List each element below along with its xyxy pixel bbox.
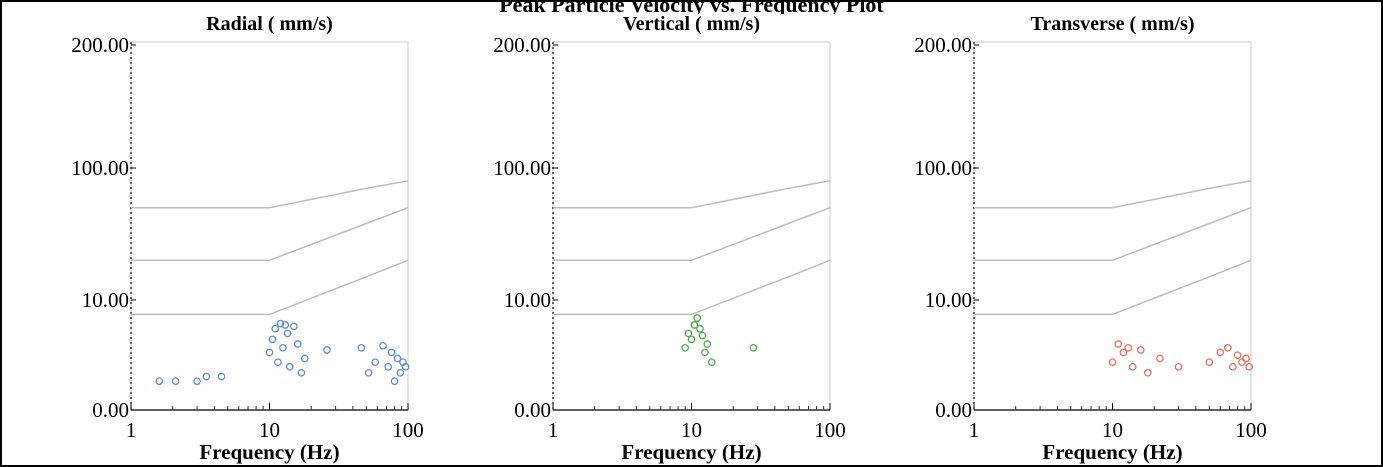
reference-curve-3 — [553, 259, 831, 316]
y-tick-label: 200.00 — [914, 33, 972, 57]
data-point — [1205, 358, 1214, 367]
data-point — [1174, 362, 1183, 371]
data-point — [297, 368, 306, 377]
panel-title-2: Vertical ( mm/s) — [623, 13, 760, 35]
reference-curve-3 — [131, 259, 409, 316]
data-point — [707, 358, 716, 367]
data-point — [323, 346, 331, 354]
y-tick-label: 100.00 — [71, 156, 129, 180]
reference-curve-2 — [553, 206, 831, 262]
panel-title-3: Transverse ( mm/s) — [1030, 13, 1194, 35]
panel-title-1: Radial ( mm/s) — [206, 13, 333, 35]
data-point — [384, 362, 393, 371]
data-point — [265, 348, 274, 357]
data-point — [1233, 351, 1242, 360]
data-point — [701, 348, 709, 357]
data-point — [202, 372, 211, 381]
data-point — [696, 324, 704, 333]
data-point — [698, 331, 707, 340]
x-tick-label: 100 — [1235, 418, 1267, 442]
reference-curve-2 — [131, 206, 409, 262]
data-point — [1216, 348, 1225, 357]
data-point — [401, 362, 410, 371]
data-point — [276, 319, 285, 328]
data-point — [274, 358, 282, 367]
data-point — [687, 335, 696, 344]
data-point — [749, 343, 758, 352]
y-tick-label: 0.00 — [514, 398, 551, 422]
data-point — [301, 354, 309, 363]
data-point — [693, 314, 702, 322]
data-point — [371, 358, 380, 367]
reference-curve-2 — [974, 206, 1252, 262]
data-point — [690, 321, 699, 329]
data-point — [387, 348, 396, 357]
data-point — [1238, 358, 1246, 367]
x-tick-label: 100 — [814, 418, 846, 442]
data-point — [155, 377, 164, 386]
reference-curve-1 — [553, 180, 831, 209]
data-point — [279, 343, 287, 352]
x-axis-label-3: Frequency (Hz) — [1042, 440, 1182, 464]
y-tick-label: 200.00 — [71, 33, 129, 57]
x-tick-label: 10 — [1102, 418, 1123, 442]
y-tick-label: 10.00 — [925, 288, 972, 312]
data-point — [1223, 343, 1232, 352]
data-point — [1108, 358, 1117, 367]
data-point — [290, 322, 298, 331]
plot-area-3 — [973, 41, 1252, 411]
x-axis-label-2: Frequency (Hz) — [621, 440, 761, 464]
data-point — [193, 377, 201, 386]
y-tick-label: 0.00 — [935, 398, 972, 422]
data-point — [393, 354, 402, 363]
y-tick-label: 0.00 — [92, 398, 129, 422]
data-point — [379, 341, 387, 350]
data-point — [396, 368, 405, 377]
data-point — [1229, 362, 1237, 371]
x-tick-label: 10 — [259, 418, 280, 442]
x-tick-label: 1 — [126, 418, 137, 442]
data-point — [364, 368, 373, 377]
reference-curve-3 — [974, 259, 1252, 316]
y-tick-label: 100.00 — [914, 156, 972, 180]
main-title: Peak Particle Velocity vs. Frequency Plo… — [499, 0, 884, 14]
data-point — [1144, 368, 1152, 377]
data-point — [293, 340, 302, 348]
data-point — [268, 335, 277, 344]
data-point — [390, 377, 399, 386]
data-point — [285, 362, 294, 371]
data-point — [681, 343, 690, 352]
data-point — [1245, 362, 1254, 371]
data-point — [1242, 354, 1250, 363]
x-tick-label: 10 — [681, 418, 702, 442]
data-point — [283, 329, 292, 338]
x-tick-label: 1 — [969, 418, 980, 442]
data-point — [1136, 346, 1145, 354]
y-tick-label: 10.00 — [82, 288, 129, 312]
data-point — [281, 321, 290, 329]
data-point — [1124, 343, 1133, 352]
data-point — [1156, 354, 1164, 363]
reference-curve-1 — [974, 180, 1252, 209]
plot-area-2 — [552, 41, 831, 411]
data-point — [1128, 362, 1137, 371]
plot-area-1 — [130, 41, 409, 411]
data-point — [684, 329, 693, 338]
x-tick-label: 1 — [548, 418, 559, 442]
data-point — [217, 372, 226, 381]
data-point — [1119, 348, 1128, 357]
data-point — [703, 340, 712, 348]
y-tick-label: 200.00 — [493, 33, 551, 57]
y-tick-label: 10.00 — [504, 288, 551, 312]
x-tick-label: 100 — [392, 418, 424, 442]
x-axis-label-1: Frequency (Hz) — [199, 440, 339, 464]
data-point — [271, 324, 280, 333]
reference-curve-1 — [131, 180, 409, 209]
data-point — [1114, 340, 1123, 348]
y-tick-label: 100.00 — [493, 156, 551, 180]
data-point — [171, 377, 180, 386]
data-point — [357, 343, 366, 352]
